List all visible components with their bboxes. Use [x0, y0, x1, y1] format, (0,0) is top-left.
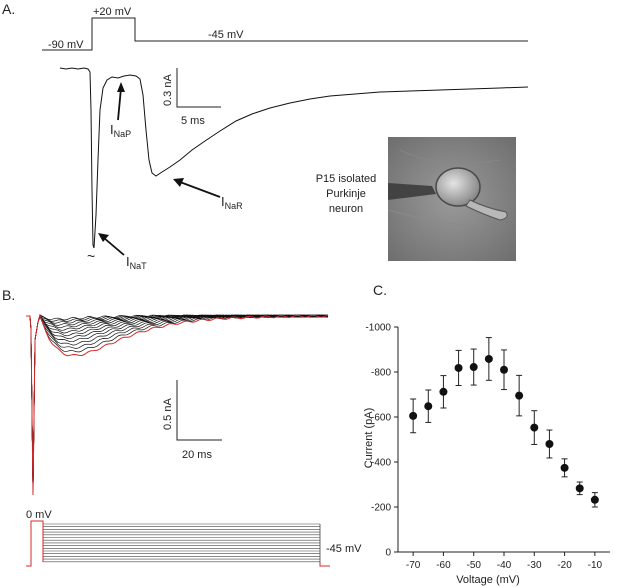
protocol-hold-label: -90 mV — [48, 39, 84, 51]
panel-label-c: C. — [373, 282, 387, 298]
svg-text:INaR: INaR — [221, 194, 243, 211]
data-point — [484, 354, 493, 363]
neuron-caption-3: neuron — [329, 203, 363, 215]
y-tick-label: -400 — [371, 458, 391, 469]
panel-label-b: B. — [2, 287, 15, 303]
data-point — [590, 495, 599, 504]
data-point — [500, 365, 508, 374]
inat-label: I — [126, 254, 130, 269]
panel-a-scale-y: 0.3 nA — [162, 74, 174, 106]
annotation-inar: INaR — [173, 178, 243, 211]
neuron-caption-1: P15 isolated — [316, 173, 377, 185]
data-point — [409, 411, 418, 420]
y-axis-label: Current (pA) — [363, 408, 375, 469]
inar-label: I — [221, 194, 225, 209]
panel-a-current-trace — [59, 67, 529, 249]
y-tick-label: -800 — [371, 368, 391, 379]
protocol-b-end-label: -45 mV — [326, 543, 362, 555]
data-point — [545, 440, 554, 448]
inap-sub: NaP — [114, 129, 132, 139]
neuron-micrograph — [387, 137, 516, 261]
svg-text:INaT: INaT — [126, 254, 147, 271]
data-point — [575, 484, 584, 493]
truncation-tilde: ~ — [87, 248, 95, 264]
x-axis-label: Voltage (mV) — [456, 574, 520, 586]
annotation-inat: INaT ~ — [87, 233, 147, 271]
panel-b-scale-x: 20 ms — [182, 449, 212, 461]
arrow-inat-head — [98, 233, 109, 242]
inar-sub: NaR — [225, 201, 244, 211]
panel-label-a: A. — [2, 1, 15, 17]
x-tick-label: -60 — [436, 560, 451, 571]
protocol-b-return — [319, 562, 330, 567]
y-tick-label: -200 — [371, 503, 391, 514]
x-tick-label: -30 — [527, 560, 542, 571]
data-point — [469, 363, 478, 372]
arrow-inar-line — [179, 181, 221, 198]
y-tick-label: -1000 — [365, 323, 391, 334]
x-tick-label: -50 — [466, 560, 481, 571]
panel-b-trace — [26, 313, 328, 496]
annotation-inap: INaP — [110, 82, 131, 139]
protocol-step-label: +20 mV — [93, 6, 132, 18]
panel-b-scale-y: 0.5 nA — [162, 398, 174, 430]
arrow-inap-head — [117, 82, 125, 92]
y-tick-label: -600 — [371, 413, 391, 424]
protocol-b-step — [26, 520, 44, 567]
neuron-caption-2: Purkinje — [326, 188, 366, 200]
panel-b-protocol: 0 mV -45 mV — [26, 509, 362, 567]
arrow-inar-head — [173, 178, 184, 187]
arrow-inat-line — [103, 237, 125, 256]
protocol-repol-label: -45 mV — [208, 29, 244, 41]
x-tick-label: -20 — [557, 560, 572, 571]
panel-b-trace — [26, 314, 329, 496]
panel-a-scale-bar — [176, 68, 221, 108]
x-tick-label: -10 — [588, 560, 603, 571]
data-point — [439, 387, 448, 396]
data-point — [454, 363, 463, 372]
protocol-b-step-label: 0 mV — [26, 509, 52, 521]
panel-b-trace-highlight — [26, 313, 329, 496]
protocol-line-a — [42, 17, 528, 51]
data-point — [560, 463, 569, 472]
panel-c-chart: -1000 -800 -600 -400 -200 0 -70 -60 -50 -40 -30 -20… — [365, 323, 610, 571]
x-tick-label: -40 — [497, 560, 512, 571]
y-tick-label: 0 — [385, 548, 391, 559]
svg-text:INaP: INaP — [110, 122, 131, 139]
panel-b-traces — [26, 313, 329, 496]
inat-sub: NaT — [130, 261, 148, 271]
inap-label: I — [110, 122, 114, 137]
panel-b-scale-bar — [176, 380, 222, 441]
data-point — [530, 423, 539, 432]
panel-a-protocol: -90 mV +20 mV -45 mV — [42, 6, 528, 51]
data-point — [424, 402, 433, 411]
arrow-inap-line — [117, 87, 122, 121]
x-tick-label: -70 — [406, 560, 421, 571]
data-point — [515, 391, 524, 400]
panel-a-scale-x: 5 ms — [181, 115, 205, 127]
